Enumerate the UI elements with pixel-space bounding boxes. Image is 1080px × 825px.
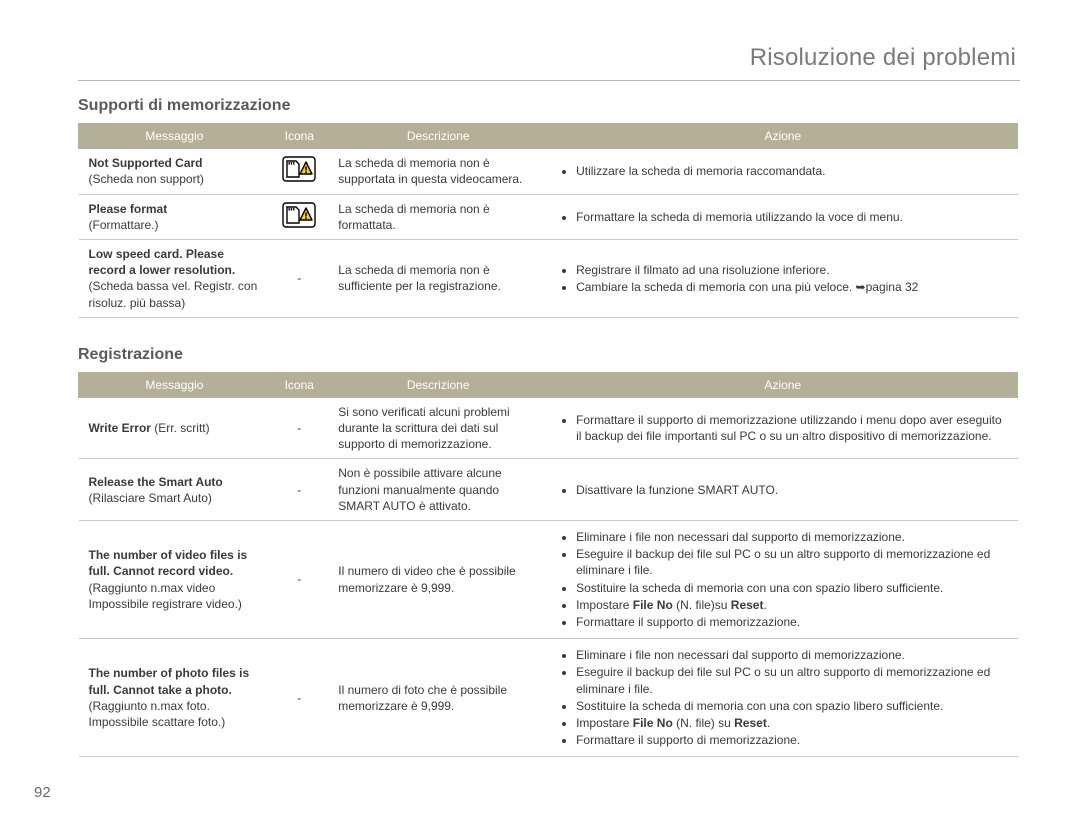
cell-icona: - [270, 521, 328, 639]
cell-icona: - [270, 239, 328, 317]
action-item: Eseguire il backup dei file sul PC o su … [576, 546, 1007, 578]
cell-icona [270, 149, 328, 194]
cell-descrizione: Non è possibile attivare alcune funzioni… [328, 459, 548, 521]
th-messaggio: Messaggio [79, 372, 271, 397]
cell-azione: Formattare la scheda di memoria utilizza… [548, 194, 1017, 239]
cell-descrizione: La scheda di memoria non è supportata in… [328, 149, 548, 194]
action-item: Formattare il supporto di memorizzazione… [576, 732, 1007, 748]
action-item: Utilizzare la scheda di memoria raccoman… [576, 163, 1007, 179]
cell-icona: - [270, 397, 328, 459]
section-title: Registrazione [78, 346, 1020, 364]
cell-descrizione: Il numero di foto che è possibile memori… [328, 639, 548, 757]
th-azione: Azione [548, 372, 1017, 397]
table-body: Not Supported Card(Scheda non support) La… [79, 149, 1018, 318]
table-row: Not Supported Card(Scheda non support) La… [79, 149, 1018, 194]
table-row: Please format(Formattare.) La scheda di m… [79, 194, 1018, 239]
cell-icona: - [270, 459, 328, 521]
cell-messaggio: The number of photo files is full. Canno… [79, 639, 271, 757]
cell-azione: Utilizzare la scheda di memoria raccoman… [548, 149, 1017, 194]
table-recording: Messaggio Icona Descrizione Azione Write… [78, 372, 1018, 758]
title-rule [78, 80, 1020, 81]
cell-icona: - [270, 639, 328, 757]
cell-descrizione: La scheda di memoria non è formattata. [328, 194, 548, 239]
action-item: Eliminare i file non necessari dal suppo… [576, 647, 1007, 663]
section-0: Supporti di memorizzazione Messaggio Ico… [78, 97, 1020, 318]
action-item: Registrare il filmato ad una risoluzione… [576, 262, 1007, 278]
action-item: Impostare File No (N. file)su Reset. [576, 597, 1007, 613]
th-azione: Azione [548, 124, 1017, 149]
cell-azione: Registrare il filmato ad una risoluzione… [548, 239, 1017, 317]
action-item: Formattare il supporto di memorizzazione… [576, 614, 1007, 630]
cell-azione: Disattivare la funzione SMART AUTO. [548, 459, 1017, 521]
page: Risoluzione dei problemi Supporti di mem… [0, 0, 1080, 825]
cell-icona [270, 194, 328, 239]
cell-messaggio: Please format(Formattare.) [79, 194, 271, 239]
table-row: Write Error (Err. scritt)-Si sono verifi… [79, 397, 1018, 459]
table-header-row: Messaggio Icona Descrizione Azione [79, 372, 1018, 397]
table-header-row: Messaggio Icona Descrizione Azione [79, 124, 1018, 149]
sd-warning-icon [282, 202, 316, 228]
th-icona: Icona [270, 124, 328, 149]
action-item: Formattare il supporto di memorizzazione… [576, 412, 1007, 444]
cell-azione: Eliminare i file non necessari dal suppo… [548, 521, 1017, 639]
table-row: The number of video files is full. Canno… [79, 521, 1018, 639]
table-row: Low speed card. Please record a lower re… [79, 239, 1018, 317]
cell-messaggio: Low speed card. Please record a lower re… [79, 239, 271, 317]
th-descrizione: Descrizione [328, 124, 548, 149]
section-title: Supporti di memorizzazione [78, 97, 1020, 115]
action-item: Formattare la scheda di memoria utilizza… [576, 209, 1007, 225]
table-storage: Messaggio Icona Descrizione Azione Not S… [78, 123, 1018, 318]
cell-azione: Eliminare i file non necessari dal suppo… [548, 639, 1017, 757]
table-body: Write Error (Err. scritt)-Si sono verifi… [79, 397, 1018, 756]
th-icona: Icona [270, 372, 328, 397]
action-item: Eliminare i file non necessari dal suppo… [576, 529, 1007, 545]
cell-messaggio: The number of video files is full. Canno… [79, 521, 271, 639]
action-item: Eseguire il backup dei file sul PC o su … [576, 664, 1007, 696]
cell-messaggio: Release the Smart Auto(Rilasciare Smart … [79, 459, 271, 521]
th-descrizione: Descrizione [328, 372, 548, 397]
cell-messaggio: Not Supported Card(Scheda non support) [79, 149, 271, 194]
table-row: Release the Smart Auto(Rilasciare Smart … [79, 459, 1018, 521]
th-messaggio: Messaggio [79, 124, 271, 149]
cell-descrizione: Il numero di video che è possibile memor… [328, 521, 548, 639]
cell-descrizione: La scheda di memoria non è sufficiente p… [328, 239, 548, 317]
table-row: The number of photo files is full. Canno… [79, 639, 1018, 757]
action-item: Cambiare la scheda di memoria con una pi… [576, 279, 1007, 295]
action-item: Disattivare la funzione SMART AUTO. [576, 482, 1007, 498]
cell-messaggio: Write Error (Err. scritt) [79, 397, 271, 459]
action-item: Impostare File No (N. file) su Reset. [576, 715, 1007, 731]
cell-azione: Formattare il supporto di memorizzazione… [548, 397, 1017, 459]
section-1: Registrazione Messaggio Icona Descrizion… [78, 346, 1020, 758]
action-item: Sostituire la scheda di memoria con una … [576, 580, 1007, 596]
sd-warning-icon [282, 156, 316, 182]
page-title: Risoluzione dei problemi [78, 44, 1020, 72]
page-number: 92 [34, 784, 51, 801]
cell-descrizione: Si sono verificati alcuni problemi duran… [328, 397, 548, 459]
action-item: Sostituire la scheda di memoria con una … [576, 698, 1007, 714]
